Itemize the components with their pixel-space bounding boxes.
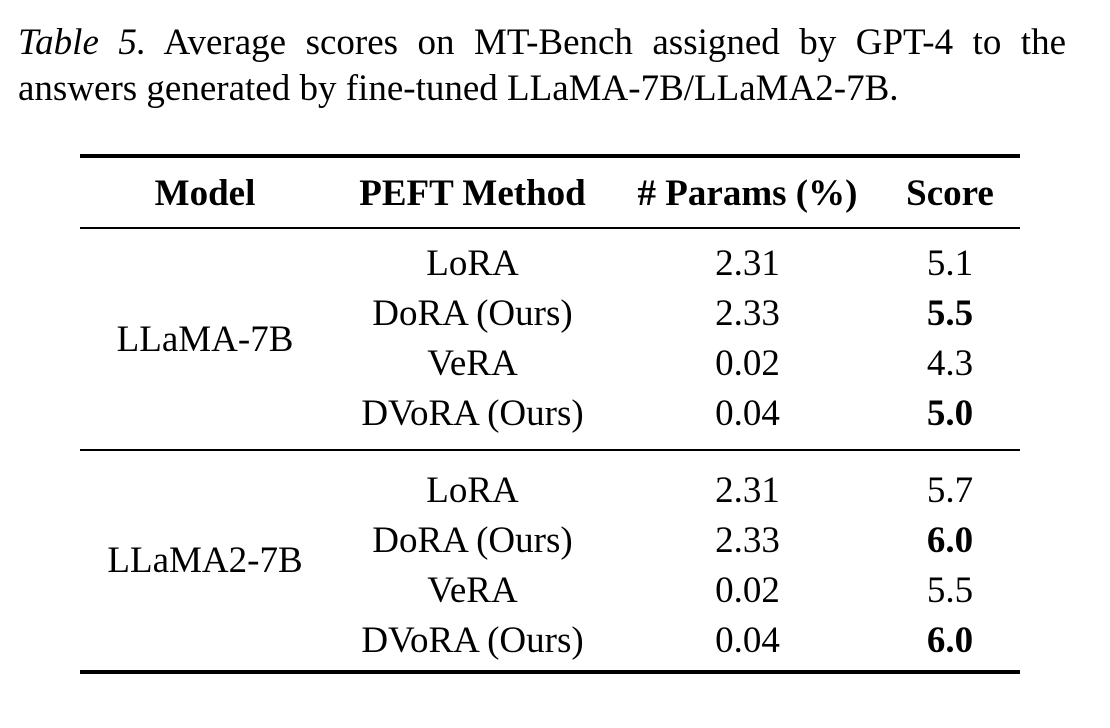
cell-method: LoRA — [426, 469, 519, 511]
cell-score: 5.7 — [926, 469, 974, 511]
cell-method: VeRA — [427, 342, 518, 384]
cell-params: 2.31 — [715, 469, 780, 511]
table-row: DoRA (Ours) 2.33 6.0 — [80, 515, 1020, 565]
header-params-percent: # Params (%) — [637, 172, 858, 214]
cell-score: 5.5 — [926, 292, 974, 334]
table-row: DVoRA (Ours) 0.04 5.0 — [80, 388, 1020, 438]
cell-method: DoRA (Ours) — [372, 519, 573, 561]
model-label-llama2-7b: LLaMA2-7B — [107, 540, 303, 581]
cell-params: 0.02 — [715, 569, 780, 611]
cell-params: 0.04 — [715, 392, 780, 434]
caption-line-2: answers generated by fine-tuned LLaMA-7B… — [18, 68, 899, 109]
table-header-rule — [80, 227, 1020, 229]
cell-params: 0.04 — [715, 619, 780, 661]
cell-score: 6.0 — [926, 519, 974, 561]
table-top-rule — [80, 154, 1020, 158]
cell-score: 5.1 — [926, 242, 974, 284]
cell-params: 2.33 — [715, 292, 780, 334]
table-row: DVoRA (Ours) 0.04 6.0 — [80, 615, 1020, 665]
caption-line-1: Table 5. Average scores on MT-Bench assi… — [18, 20, 1066, 66]
header-score: Score — [906, 172, 994, 214]
cell-score: 6.0 — [926, 619, 974, 661]
cell-method: DVoRA (Ours) — [361, 619, 584, 661]
table-row: VeRA 0.02 5.5 — [80, 565, 1020, 615]
model-label-llama-7b: LLaMA-7B — [116, 318, 294, 360]
caption-table-label: Table 5. — [18, 22, 147, 63]
cell-score: 4.3 — [926, 342, 974, 384]
cell-params: 2.31 — [715, 242, 780, 284]
cell-method: DoRA (Ours) — [372, 292, 573, 334]
table-row: VeRA 0.02 4.3 — [80, 338, 1020, 388]
table-row: DoRA (Ours) 2.33 5.5 — [80, 288, 1020, 338]
caption-line1-text: Average scores on MT-Bench assigned by G… — [146, 22, 1066, 63]
cell-method: DVoRA (Ours) — [361, 392, 584, 434]
header-peft-method: PEFT Method — [359, 172, 586, 214]
table-group-separator-rule — [80, 449, 1020, 451]
cell-params: 2.33 — [715, 519, 780, 561]
cell-score: 5.0 — [926, 392, 974, 434]
cell-params: 0.02 — [715, 342, 780, 384]
header-model: Model — [154, 172, 256, 214]
table-header-row: Model PEFT Method # Params (%) Score — [80, 170, 1020, 216]
table-bottom-rule — [80, 670, 1020, 674]
cell-method: LoRA — [426, 242, 519, 284]
cell-score: 5.5 — [926, 569, 974, 611]
table-caption: Table 5. Average scores on MT-Bench assi… — [18, 20, 1066, 112]
cell-method: VeRA — [427, 569, 518, 611]
table-row: LoRA 2.31 5.1 — [80, 238, 1020, 288]
table-row: LoRA 2.31 5.7 — [80, 465, 1020, 515]
